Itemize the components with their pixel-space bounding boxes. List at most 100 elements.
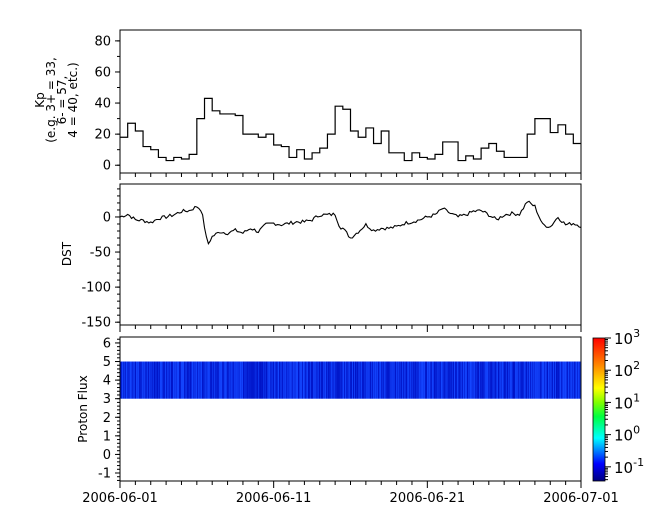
proton-flux-cell [211, 361, 213, 399]
proton-flux-cell [540, 361, 542, 399]
proton-flux-cell [505, 361, 507, 399]
proton-flux-cell [306, 361, 308, 399]
proton-flux-cell [576, 361, 578, 399]
proton-flux-cell [309, 361, 311, 399]
proton-flux-cell [569, 361, 571, 399]
proton-flux-cell [559, 361, 561, 399]
proton-flux-cell [387, 361, 389, 399]
proton-flux-cell [144, 361, 146, 399]
proton-flux-cell [133, 361, 135, 399]
colorbar-gradient [592, 337, 606, 482]
proton-flux-cell [319, 361, 321, 399]
proton-flux-cell [260, 361, 262, 399]
proton-flux-cell [210, 361, 212, 399]
proton-flux-cell [400, 361, 402, 399]
proton-flux-cell [379, 361, 381, 399]
proton-flux-cell [143, 361, 145, 399]
y-tick-label: -100 [81, 281, 111, 296]
proton-flux-cell [541, 361, 543, 399]
proton-flux-cell [265, 361, 267, 399]
proton-flux-cell [355, 361, 357, 399]
proton-flux-cell [198, 361, 200, 399]
proton-flux-cell [295, 361, 297, 399]
proton-flux-cell [343, 361, 345, 399]
proton-flux-cell [365, 361, 367, 399]
colorbar-tick-label: 101 [614, 391, 640, 412]
proton-flux-cell [524, 361, 526, 399]
proton-flux-cell [410, 361, 412, 399]
colorbar-tick-exp: 0 [633, 424, 640, 437]
proton-flux-cell [498, 361, 500, 399]
proton-flux-cell [504, 361, 506, 399]
colorbar-tick-label: 103 [614, 327, 640, 348]
proton-flux-cell [523, 361, 525, 399]
proton-flux-cell [519, 361, 521, 399]
proton-flux-cell [425, 361, 427, 399]
proton-flux-cell [249, 361, 251, 399]
proton-flux-cell [274, 361, 276, 399]
colorbar-tick-exp: -1 [633, 456, 644, 469]
proton-flux-cell [281, 361, 283, 399]
proton-flux-cell [207, 361, 209, 399]
proton-flux-cell [440, 361, 442, 399]
proton-flux-cell [130, 361, 132, 399]
proton-flux-cell [531, 361, 533, 399]
proton-flux-cell [568, 361, 570, 399]
proton-flux-cell [392, 361, 394, 399]
proton-flux-cell [521, 361, 523, 399]
proton-flux-cell [140, 361, 142, 399]
proton-flux-cell [345, 361, 347, 399]
proton-flux-cell [455, 361, 457, 399]
plot-frame [119, 183, 582, 326]
proton-flux-cell [416, 361, 418, 399]
y-axis-label: (e.g. 3+ = 33, [44, 57, 58, 143]
proton-flux-cell [544, 361, 546, 399]
colorbar-tick-base: 10 [614, 459, 633, 477]
proton-flux-cell [413, 361, 415, 399]
proton-flux-cell [223, 361, 225, 399]
proton-flux-cell [126, 361, 128, 399]
proton-flux-cell [177, 361, 179, 399]
proton-flux-cell [165, 361, 167, 399]
proton-flux-cell [364, 361, 366, 399]
proton-flux-cell [239, 361, 241, 399]
proton-flux-cell [520, 361, 522, 399]
proton-flux-cell [257, 361, 259, 399]
proton-flux-cell [231, 361, 233, 399]
x-tick-label: 2006-07-01 [543, 491, 619, 506]
proton-flux-cell [369, 361, 371, 399]
proton-flux-cell [213, 361, 215, 399]
proton-flux-cell [352, 361, 354, 399]
proton-flux-cell [572, 361, 574, 399]
proton-flux-cell [508, 361, 510, 399]
proton-flux-cell [561, 361, 563, 399]
proton-flux-cell [299, 361, 301, 399]
proton-flux-cell [266, 361, 268, 399]
proton-flux-cell [137, 361, 139, 399]
proton-flux-cell [509, 361, 511, 399]
proton-flux-cell [403, 361, 405, 399]
proton-flux-cell [349, 361, 351, 399]
proton-flux-cell [408, 361, 410, 399]
proton-flux-cell [284, 361, 286, 399]
proton-flux-cell [171, 361, 173, 399]
proton-flux-cell [252, 361, 254, 399]
proton-flux-cell [347, 361, 349, 399]
proton-flux-cell [399, 361, 401, 399]
proton-flux-cell [226, 361, 228, 399]
proton-flux-cell [162, 361, 164, 399]
proton-flux-cell [446, 361, 448, 399]
proton-flux-cell [300, 361, 302, 399]
proton-flux-cell [462, 361, 464, 399]
proton-flux-cell [361, 361, 363, 399]
proton-flux-cell [571, 361, 573, 399]
proton-flux-cell [323, 361, 325, 399]
y-tick-label: 80 [94, 34, 111, 49]
proton-flux-cell [254, 361, 256, 399]
proton-flux-cell [550, 361, 552, 399]
proton-flux-cell [428, 361, 430, 399]
proton-flux-cell [203, 361, 205, 399]
proton-flux-cell [294, 361, 296, 399]
proton-flux-cell [513, 361, 515, 399]
proton-flux-cell [463, 361, 465, 399]
